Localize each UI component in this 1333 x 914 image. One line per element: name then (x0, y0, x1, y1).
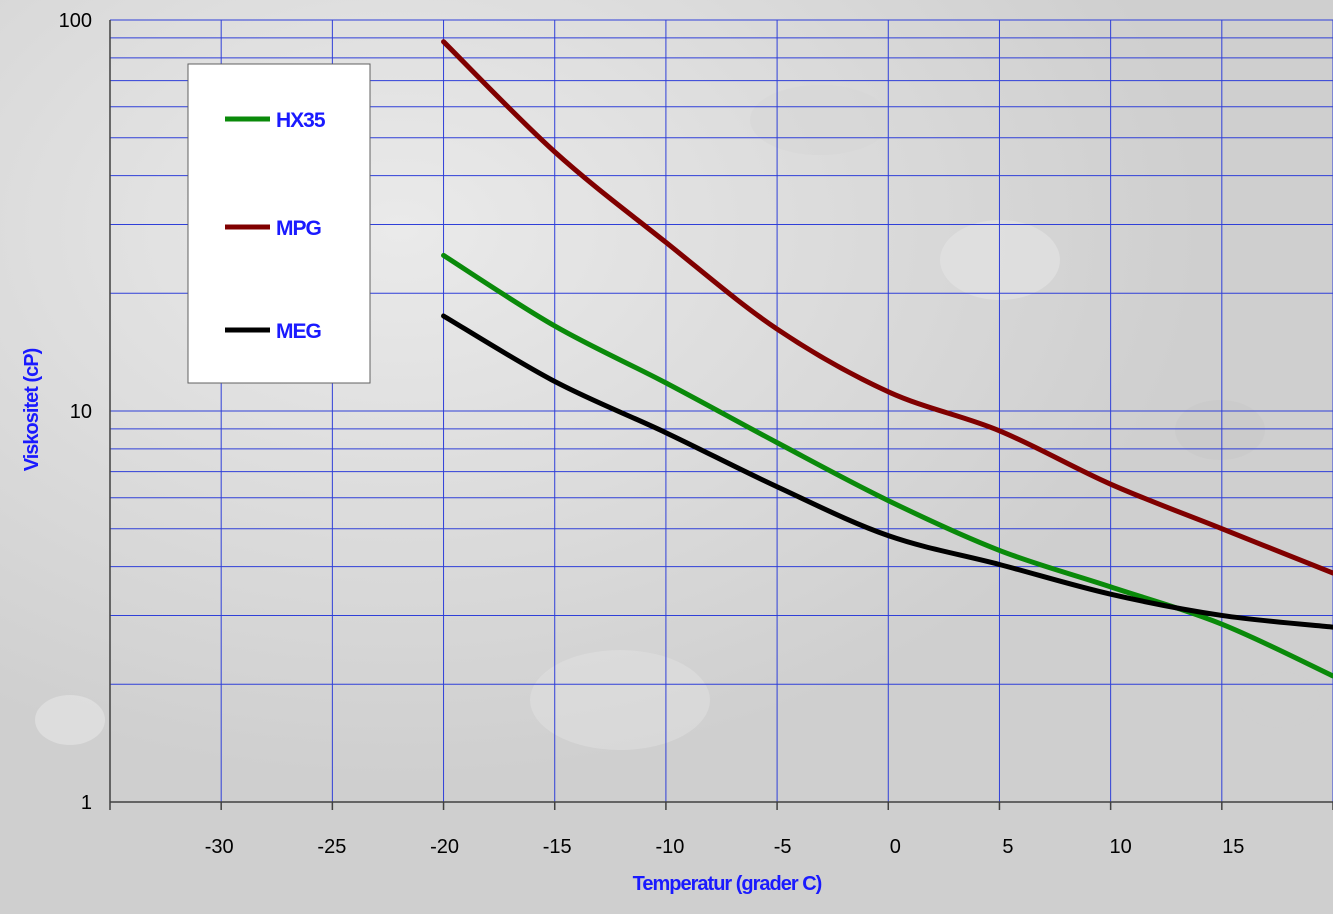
series-lines (441, 39, 1333, 679)
x-tick-label: 15 (1222, 836, 1244, 858)
y-axis-title: Viskositet (cP) (21, 348, 43, 471)
tick-labels: -30-25-20-15-10-505101520110100 (59, 10, 1245, 858)
y-tick-label: 100 (59, 10, 92, 32)
x-tick-label: 10 (1110, 836, 1132, 858)
legend: HX35 MPG MEG (187, 63, 371, 384)
x-tick-label: 0 (890, 836, 901, 858)
legend-box (187, 63, 371, 384)
x-tick-label: -15 (543, 836, 572, 858)
legend-label-meg: MEG (276, 320, 322, 343)
x-tick-label: -25 (317, 836, 346, 858)
series-line-meg (441, 313, 1333, 630)
legend-label-hx35: HX35 (276, 109, 326, 132)
x-tick-label: 5 (1002, 836, 1013, 858)
y-tick-label: 1 (81, 792, 92, 814)
x-tick-label: -10 (655, 836, 684, 858)
y-tick-label: 10 (70, 401, 92, 423)
x-tick-label: -30 (205, 836, 234, 858)
axes (109, 20, 1333, 810)
x-tick-label: -20 (430, 836, 459, 858)
x-axis-title: Temperatur (grader C) (633, 873, 822, 895)
x-tick-label: -5 (774, 836, 792, 858)
legend-label-mpg: MPG (276, 217, 322, 240)
series-line-mpg (441, 39, 1333, 576)
